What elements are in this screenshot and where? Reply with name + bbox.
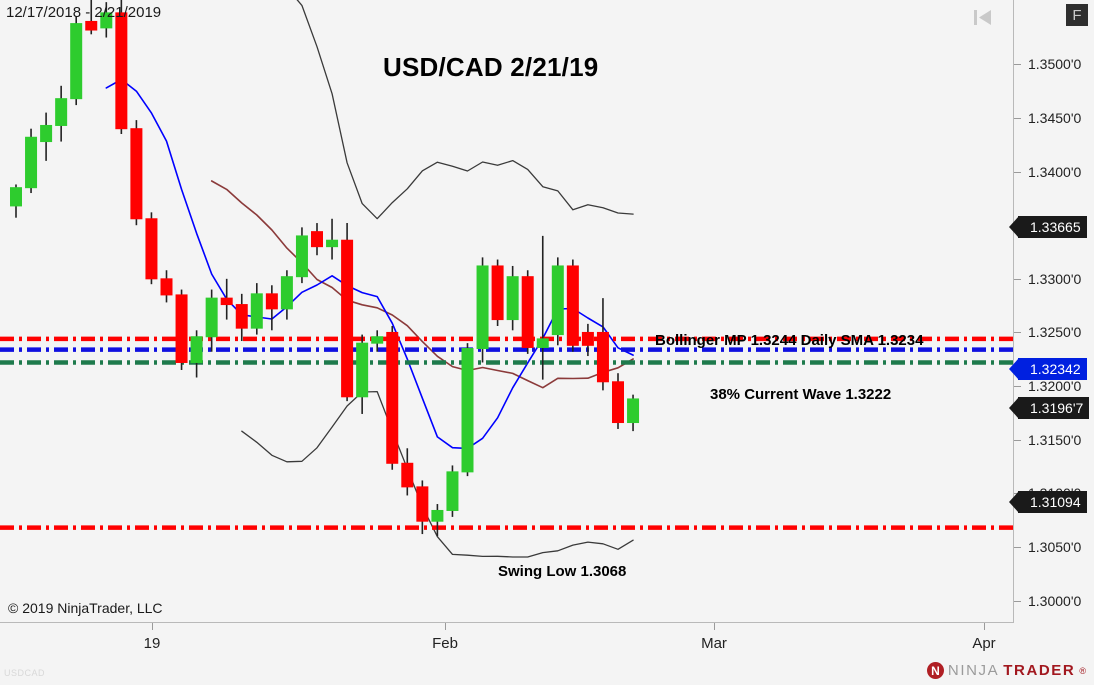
price-tick-mark <box>1014 546 1021 548</box>
annotation-bollinger-mp: Bollinger MP 1.3244 Daily SMA 1.3234 <box>655 332 924 349</box>
price-tag-notch <box>1009 216 1019 238</box>
price-tick-label: 1.3450'0 <box>1028 109 1082 126</box>
price-tag-notch <box>1009 397 1019 419</box>
price-tick-label: 1.3150'0 <box>1028 431 1082 448</box>
copyright-label: © 2019 NinjaTrader, LLC <box>8 600 163 616</box>
price-tick-mark <box>1014 332 1021 334</box>
chart-plot-area[interactable]: 12/17/2018 - 2/21/2019 USD/CAD 2/21/19 B… <box>0 0 1014 623</box>
date-range-label: 12/17/2018 - 2/21/2019 <box>6 4 162 21</box>
time-axis[interactable]: 19 Feb Mar Apr <box>0 623 1013 663</box>
time-tick-mark <box>984 623 985 630</box>
time-tick-label: Mar <box>701 635 727 652</box>
price-tick-label: 1.3300'0 <box>1028 270 1082 287</box>
price-tick-mark <box>1014 439 1021 441</box>
time-tick-mark <box>152 623 153 630</box>
price-tick-label: 1.3500'0 <box>1028 56 1082 73</box>
time-tick-label: Feb <box>432 635 458 652</box>
low-tag: 1.31094 <box>1009 491 1087 513</box>
price-tag-value: 1.3196'7 <box>1030 400 1084 416</box>
price-tick-label: 1.3400'0 <box>1028 163 1082 180</box>
high-tag: 1.33665 <box>1009 216 1087 238</box>
skip-to-start-icon[interactable] <box>974 9 992 26</box>
ninjatrader-mark-icon <box>926 662 944 679</box>
mid-tag: 1.3196'7 <box>1009 397 1090 419</box>
logo-text-trader: TRADER <box>1003 662 1076 679</box>
price-tick-mark <box>1014 278 1021 280</box>
price-tick-mark <box>1014 117 1021 119</box>
instrument-watermark: USDCAD <box>4 668 46 678</box>
price-tag-value: 1.31094 <box>1030 494 1081 510</box>
candlestick-canvas <box>0 0 1013 558</box>
time-tick-label: 19 <box>143 635 161 652</box>
price-tag-value: 1.32342 <box>1030 361 1081 377</box>
price-tick-mark <box>1014 386 1021 388</box>
f-button[interactable]: F <box>1066 4 1088 26</box>
price-tick-label: 1.3200'0 <box>1028 378 1082 395</box>
price-tick-mark <box>1014 64 1021 66</box>
last-price-tag: 1.32342 <box>1009 358 1087 380</box>
price-tag-notch <box>1009 358 1019 380</box>
price-tick-mark <box>1014 171 1021 173</box>
logo-registered-icon: ® <box>1079 665 1086 676</box>
price-axis[interactable]: 1.3500'01.3450'01.3400'01.3350'01.3300'0… <box>1009 0 1094 622</box>
page-title: USD/CAD 2/21/19 <box>383 52 599 82</box>
time-tick-mark <box>714 623 715 630</box>
price-tick-label: 1.3050'0 <box>1028 538 1082 555</box>
price-tick-label: 1.3000'0 <box>1028 592 1082 609</box>
annotation-swing-low: Swing Low 1.3068 <box>498 563 627 580</box>
price-tag-value: 1.33665 <box>1030 219 1081 235</box>
time-tick-mark <box>445 623 446 630</box>
price-tick-mark <box>1014 600 1021 602</box>
time-tick-label: Apr <box>972 635 996 652</box>
price-tag-notch <box>1009 491 1019 513</box>
price-tick-label: 1.3250'0 <box>1028 324 1082 341</box>
logo-text-ninja: NINJA <box>947 662 1000 679</box>
annotation-current-wave: 38% Current Wave 1.3222 <box>710 386 892 403</box>
